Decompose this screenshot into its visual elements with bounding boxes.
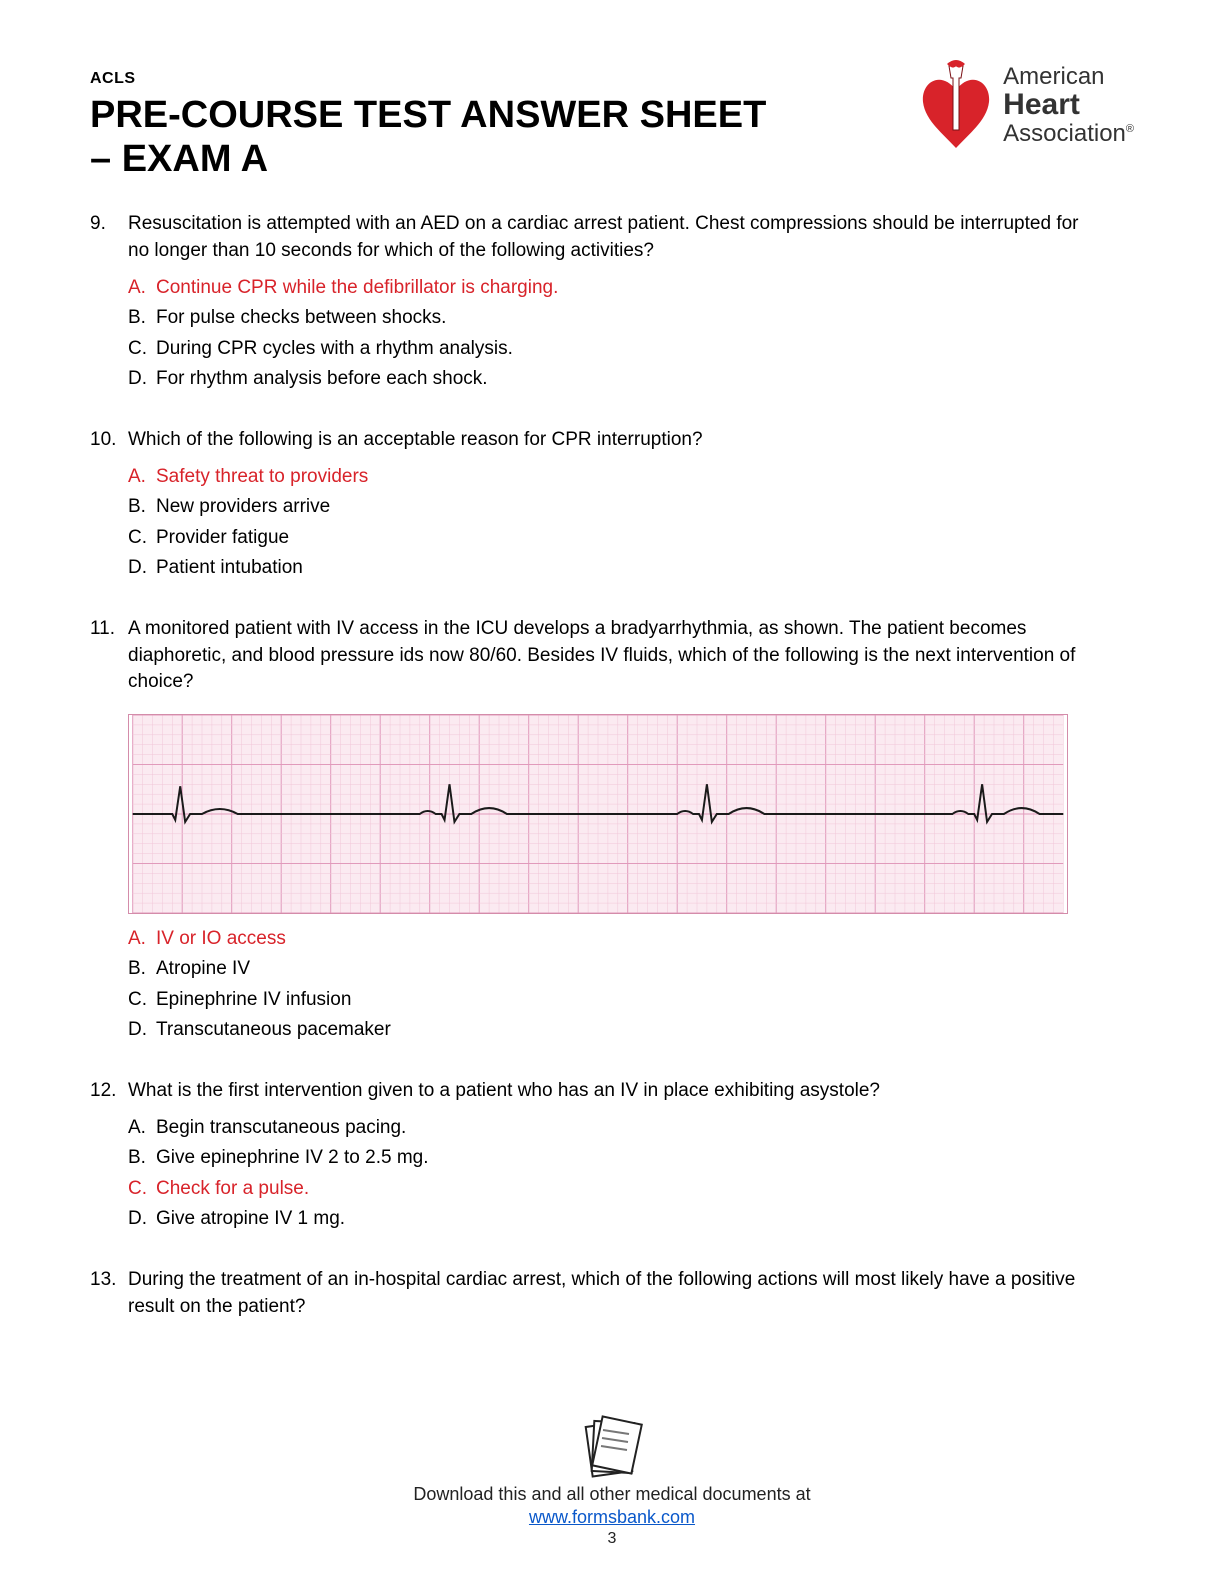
option: C.Epinephrine IV infusion bbox=[128, 987, 1134, 1014]
options: A.IV or IO accessB.Atropine IVC.Epinephr… bbox=[128, 926, 1134, 1044]
question-text: What is the first intervention given to … bbox=[128, 1078, 1088, 1105]
option-text: For rhythm analysis before each shock. bbox=[156, 368, 488, 389]
option-text: Transcutaneous pacemaker bbox=[156, 1019, 391, 1040]
option-text: Give atropine IV 1 mg. bbox=[156, 1208, 345, 1229]
option: D.Give atropine IV 1 mg. bbox=[128, 1206, 1134, 1233]
page: ACLS PRE-COURSE TEST ANSWER SHEET – EXAM… bbox=[0, 0, 1224, 1384]
option: A.Begin transcutaneous pacing. bbox=[128, 1115, 1134, 1142]
option-text: Epinephrine IV infusion bbox=[156, 989, 351, 1010]
option-letter: A. bbox=[128, 1115, 156, 1142]
option-text: Safety threat to providers bbox=[156, 466, 368, 487]
question-number: 12. bbox=[90, 1078, 128, 1105]
option-text: New providers arrive bbox=[156, 496, 330, 517]
question-text: A monitored patient with IV access in th… bbox=[128, 616, 1088, 696]
option-letter: A. bbox=[128, 464, 156, 491]
options: A.Safety threat to providersB.New provid… bbox=[128, 464, 1134, 582]
option-text: Atropine IV bbox=[156, 958, 250, 979]
option-letter: C. bbox=[128, 525, 156, 552]
course-label: ACLS bbox=[90, 70, 770, 88]
page-number: 3 bbox=[0, 1530, 1224, 1548]
question-number: 10. bbox=[90, 427, 128, 454]
option: C.Provider fatigue bbox=[128, 525, 1134, 552]
question-text: Which of the following is an acceptable … bbox=[128, 427, 1088, 454]
footer: Download this and all other medical docu… bbox=[0, 1414, 1224, 1548]
question: 10.Which of the following is an acceptab… bbox=[90, 427, 1134, 582]
option: D.For rhythm analysis before each shock. bbox=[128, 366, 1134, 393]
option: C.During CPR cycles with a rhythm analys… bbox=[128, 336, 1134, 363]
option: B.Atropine IV bbox=[128, 956, 1134, 983]
option-text: During CPR cycles with a rhythm analysis… bbox=[156, 338, 513, 359]
option-text: Check for a pulse. bbox=[156, 1178, 309, 1199]
option: A.Safety threat to providers bbox=[128, 464, 1134, 491]
ecg-strip bbox=[128, 714, 1068, 914]
logo-line3: Association® bbox=[1003, 121, 1134, 146]
option-letter: D. bbox=[128, 1206, 156, 1233]
option: A.IV or IO access bbox=[128, 926, 1134, 953]
logo-line1: American bbox=[1003, 64, 1134, 89]
option-letter: D. bbox=[128, 366, 156, 393]
footer-link[interactable]: www.formsbank.com bbox=[529, 1507, 695, 1527]
option-letter: B. bbox=[128, 1145, 156, 1172]
page-title: PRE-COURSE TEST ANSWER SHEET – EXAM A bbox=[90, 94, 770, 181]
option: D.Transcutaneous pacemaker bbox=[128, 1017, 1134, 1044]
question-number: 13. bbox=[90, 1267, 128, 1294]
option-text: Patient intubation bbox=[156, 557, 303, 578]
question: 9.Resuscitation is attempted with an AED… bbox=[90, 211, 1134, 393]
option-text: Continue CPR while the defibrillator is … bbox=[156, 277, 558, 298]
questions-container: 9.Resuscitation is attempted with an AED… bbox=[90, 211, 1134, 1320]
option-letter: C. bbox=[128, 336, 156, 363]
option-text: Provider fatigue bbox=[156, 527, 289, 548]
heart-torch-icon bbox=[919, 60, 993, 150]
logo-text: American Heart Association® bbox=[1003, 64, 1134, 146]
footer-text: Download this and all other medical docu… bbox=[0, 1484, 1224, 1505]
option-letter: D. bbox=[128, 555, 156, 582]
option-letter: B. bbox=[128, 494, 156, 521]
header: ACLS PRE-COURSE TEST ANSWER SHEET – EXAM… bbox=[90, 60, 1134, 181]
question-number: 11. bbox=[90, 616, 128, 643]
header-left: ACLS PRE-COURSE TEST ANSWER SHEET – EXAM… bbox=[90, 60, 770, 181]
question: 11.A monitored patient with IV access in… bbox=[90, 616, 1134, 1044]
documents-icon bbox=[569, 1414, 655, 1478]
question: 12.What is the first intervention given … bbox=[90, 1078, 1134, 1233]
option-text: Begin transcutaneous pacing. bbox=[156, 1117, 406, 1138]
option-letter: D. bbox=[128, 1017, 156, 1044]
option-letter: C. bbox=[128, 987, 156, 1014]
option-text: IV or IO access bbox=[156, 928, 286, 949]
option-letter: B. bbox=[128, 305, 156, 332]
option: B.New providers arrive bbox=[128, 494, 1134, 521]
question: 13.During the treatment of an in-hospita… bbox=[90, 1267, 1134, 1320]
question-number: 9. bbox=[90, 211, 128, 238]
option-text: For pulse checks between shocks. bbox=[156, 307, 446, 328]
options: A.Continue CPR while the defibrillator i… bbox=[128, 275, 1134, 393]
option: C.Check for a pulse. bbox=[128, 1176, 1134, 1203]
question-text: During the treatment of an in-hospital c… bbox=[128, 1267, 1088, 1320]
option: B.Give epinephrine IV 2 to 2.5 mg. bbox=[128, 1145, 1134, 1172]
options: A.Begin transcutaneous pacing.B.Give epi… bbox=[128, 1115, 1134, 1233]
option-letter: C. bbox=[128, 1176, 156, 1203]
option-letter: A. bbox=[128, 926, 156, 953]
logo-line2: Heart bbox=[1003, 89, 1134, 121]
question-text: Resuscitation is attempted with an AED o… bbox=[128, 211, 1088, 264]
option: A.Continue CPR while the defibrillator i… bbox=[128, 275, 1134, 302]
option-text: Give epinephrine IV 2 to 2.5 mg. bbox=[156, 1147, 429, 1168]
option-letter: A. bbox=[128, 275, 156, 302]
option: B.For pulse checks between shocks. bbox=[128, 305, 1134, 332]
option-letter: B. bbox=[128, 956, 156, 983]
option: D.Patient intubation bbox=[128, 555, 1134, 582]
aha-logo: American Heart Association® bbox=[919, 60, 1134, 150]
